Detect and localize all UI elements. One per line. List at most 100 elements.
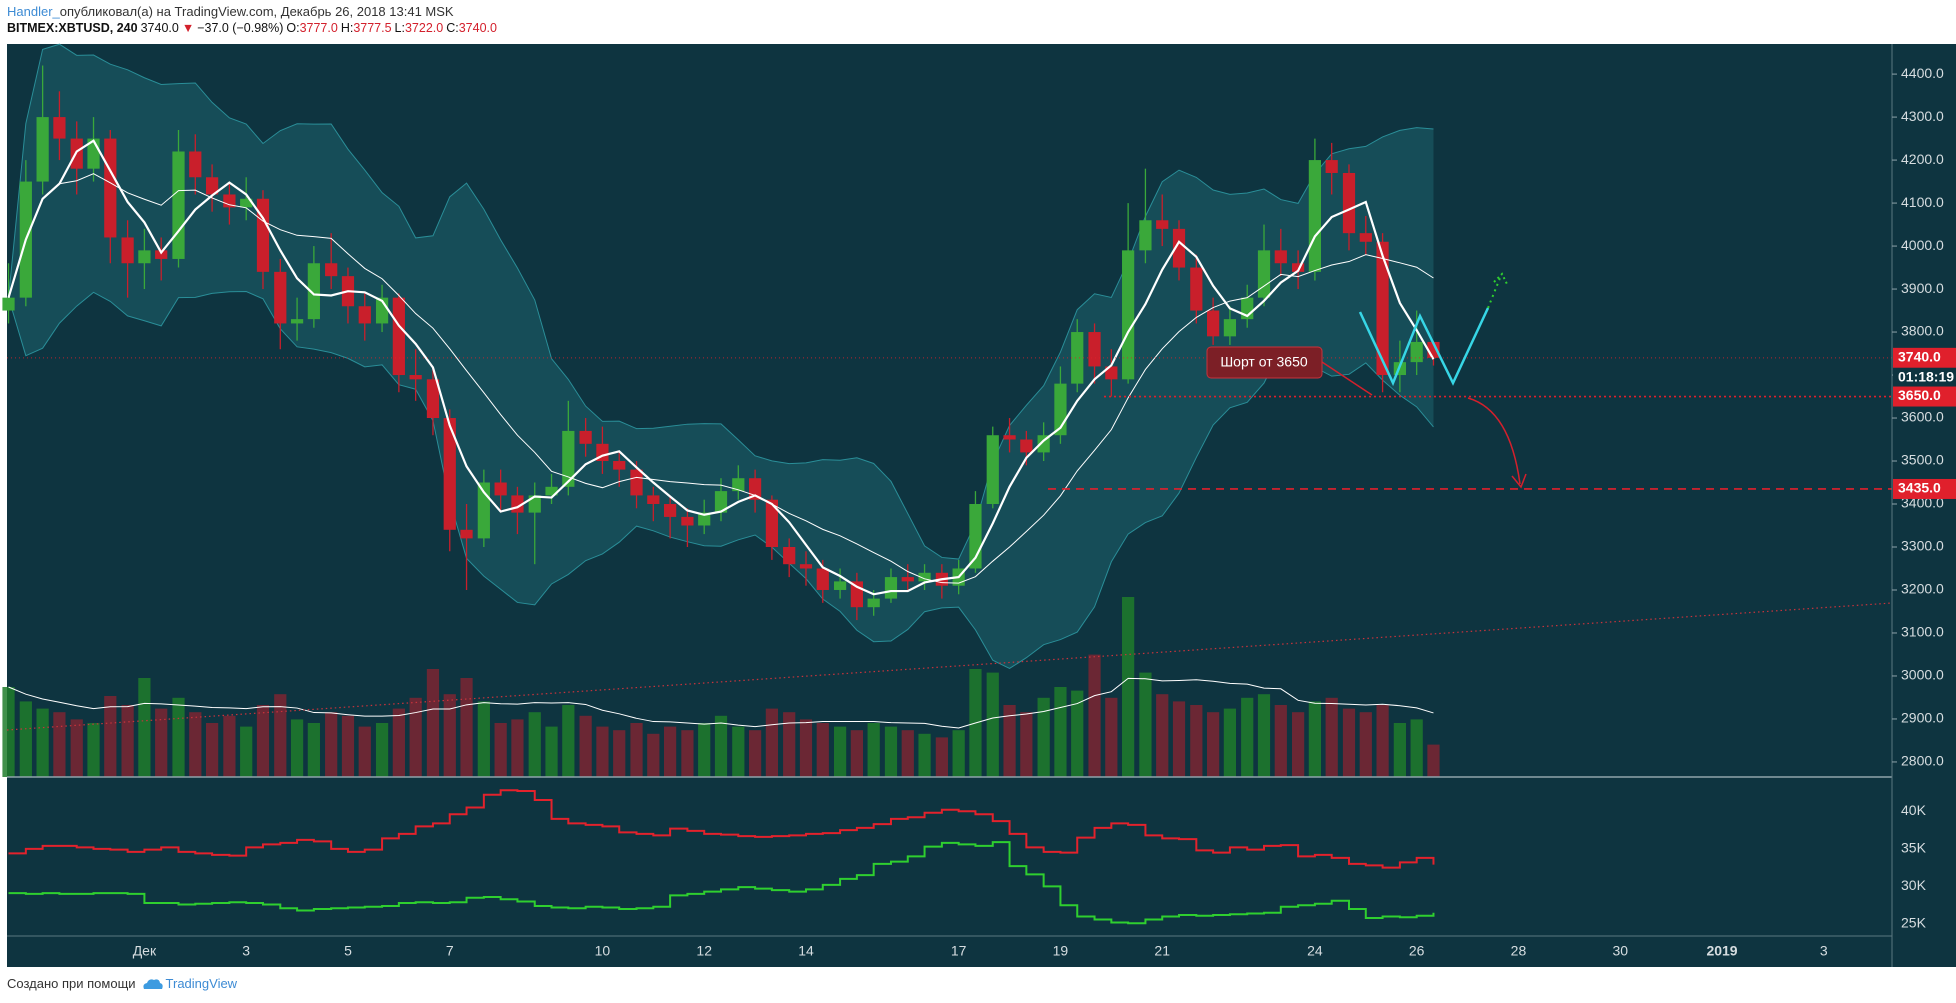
indicator-line: [8, 789, 1435, 869]
volume-bar: [1054, 687, 1067, 777]
y-tick-label: 3800.0: [1901, 323, 1944, 339]
y-tick-label: 4000.0: [1901, 237, 1944, 253]
candle-body: [1257, 250, 1271, 298]
publish-info: Handler_опубликовал(а) на TradingView.co…: [7, 4, 454, 19]
y-tick-label: 4100.0: [1901, 194, 1944, 210]
countdown-box: [1893, 367, 1956, 388]
high: 3777.5: [353, 21, 392, 35]
volume-bar: [562, 705, 575, 777]
candle-body: [138, 250, 151, 264]
y-tick-label: 3100.0: [1901, 624, 1944, 640]
y-tick-label: 3600.0: [1901, 409, 1944, 425]
volume-bar: [511, 719, 524, 777]
volume-bar: [341, 715, 355, 777]
x-tick-label: 24: [1307, 943, 1323, 959]
candle-body: [460, 529, 473, 539]
candle-body: [256, 198, 270, 272]
volume-bar: [918, 733, 931, 777]
volume-bar: [1359, 712, 1372, 777]
candle-body: [290, 319, 304, 324]
candle-body: [358, 306, 371, 324]
volume-bar: [850, 730, 863, 777]
candle-body: [901, 577, 914, 582]
volume-bar: [460, 678, 473, 777]
volume-bar: [443, 694, 456, 777]
x-tick-label: 3: [1820, 943, 1828, 959]
volume-bar: [155, 708, 168, 777]
x-tick-label: 26: [1409, 943, 1425, 959]
y-tick-label: 3300.0: [1901, 538, 1944, 554]
candle-body: [1359, 233, 1372, 242]
candle-body: [1172, 228, 1186, 268]
volume-bar: [189, 712, 202, 777]
volume-bar: [1088, 654, 1101, 777]
volume-bar: [630, 723, 643, 777]
candle-body: [205, 177, 219, 195]
moving-average-fast: [7, 139, 1435, 596]
volume-bar: [901, 730, 914, 777]
volume-bar: [70, 719, 83, 777]
volume-bar: [1308, 701, 1322, 777]
volume-bar: [104, 696, 117, 777]
callout-box: [1206, 346, 1323, 379]
candle-body: [223, 194, 236, 208]
close-label: C:: [446, 21, 459, 35]
volume-bar: [681, 730, 694, 777]
target-arrowhead: [1511, 473, 1527, 489]
volume-bar: [1376, 705, 1389, 777]
y2-tick-label: 25K: [1901, 915, 1927, 931]
y-tick-label: 4200.0: [1901, 151, 1944, 167]
candle-body: [1003, 435, 1016, 440]
volume-bar: [375, 723, 389, 777]
volume-bar: [1003, 705, 1016, 777]
zigzag-pattern: [1358, 307, 1490, 387]
volume-bar: [392, 708, 405, 777]
candle-body: [1410, 341, 1423, 363]
price: 3740.0: [140, 21, 179, 35]
bollinger-lower: [8, 291, 1434, 670]
footer: Создано при помощи TradingView: [7, 976, 237, 991]
x-tick-label: 7: [446, 943, 454, 959]
volume-bar: [613, 730, 626, 777]
volume-bar: [1156, 694, 1169, 777]
candle-body: [2, 297, 15, 311]
x-tick-label: 21: [1154, 943, 1170, 959]
volume-ma: [8, 677, 1434, 729]
y2-tick-label: 40K: [1901, 802, 1927, 818]
candle-body: [1325, 160, 1338, 173]
candle-body: [409, 375, 422, 380]
y-tick-label: 3900.0: [1901, 280, 1944, 296]
brand[interactable]: TradingView: [165, 976, 238, 991]
candle-body: [918, 572, 931, 582]
price-label-box: [1893, 478, 1956, 499]
candle-body: [1308, 160, 1322, 272]
candle-body: [783, 546, 796, 565]
volume-bar: [325, 712, 338, 777]
volume-bar: [1274, 705, 1287, 777]
low: 3722.0: [404, 21, 444, 35]
y2-tick-label: 35K: [1901, 840, 1927, 856]
volume-bar: [1427, 744, 1440, 777]
bollinger-upper: [8, 43, 1434, 560]
close: 3740.0: [458, 21, 497, 35]
volume-bar: [783, 712, 796, 777]
y-tick-label: 2900.0: [1901, 710, 1944, 726]
volume-bar: [952, 730, 965, 777]
candle-body: [1190, 267, 1203, 311]
volume-bar: [477, 701, 490, 777]
candle-body: [392, 297, 405, 376]
candle-body: [1274, 250, 1287, 264]
candle-body: [1207, 310, 1220, 337]
candle-body: [799, 564, 813, 569]
volume-bar: [732, 726, 745, 777]
author[interactable]: Handler_: [7, 4, 60, 19]
volume-bar: [1342, 708, 1356, 777]
y-tick-label: 3500.0: [1901, 452, 1944, 468]
x-tick-label: 30: [1612, 943, 1628, 959]
candle-body: [36, 117, 49, 182]
x-tick-label: Дек: [133, 943, 157, 959]
candle-body: [155, 250, 168, 259]
price-label: 3435.0: [1898, 480, 1941, 496]
candle-body: [325, 263, 338, 277]
